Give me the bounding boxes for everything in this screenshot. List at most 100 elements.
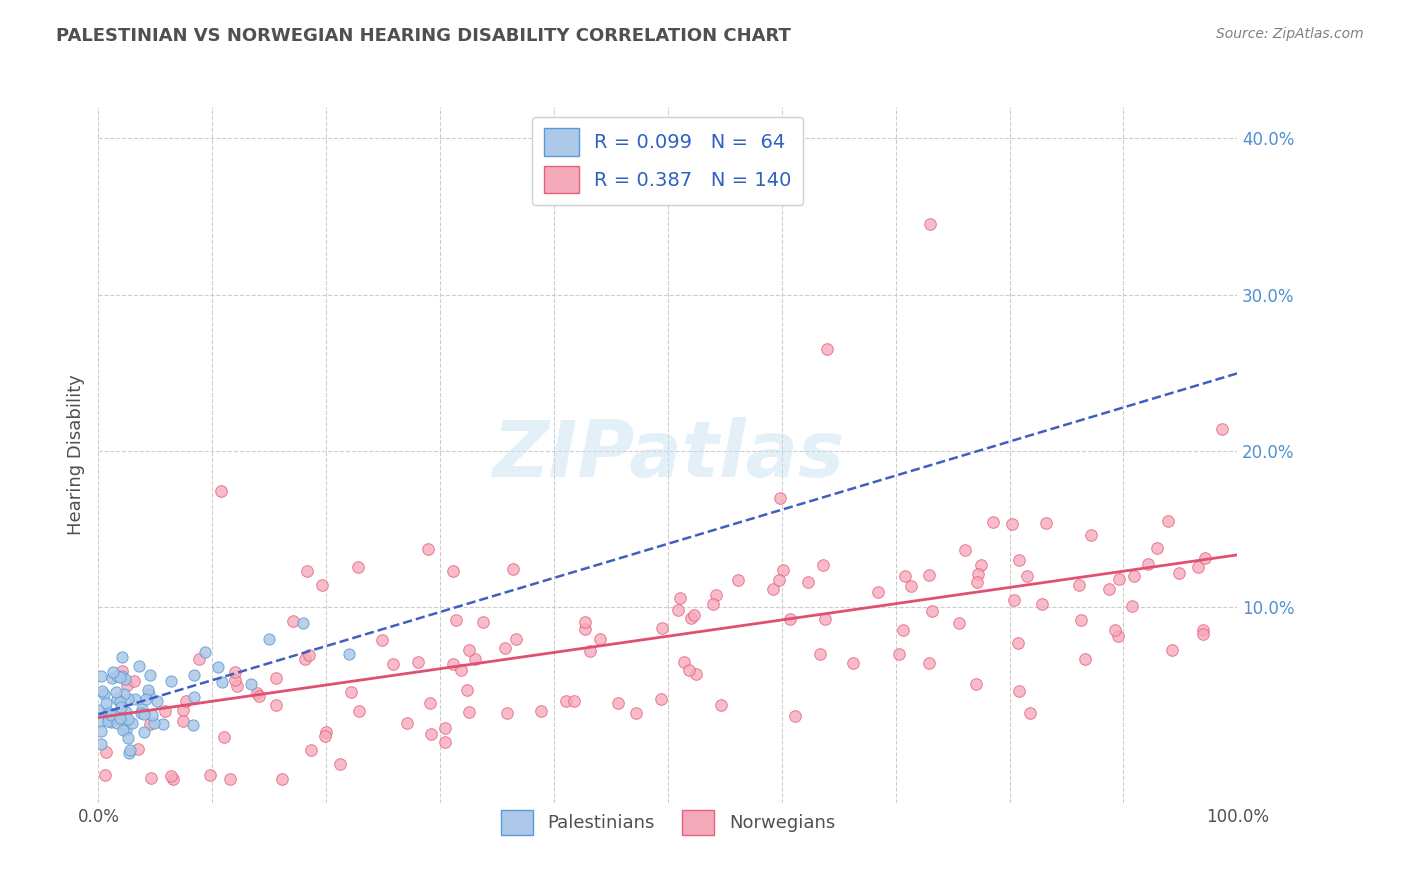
Point [209,483,232,498]
Point [100,715,122,730]
Point [108,695,131,709]
Point [887,647,910,661]
Point [122,674,145,689]
Point [1104,624,1126,638]
Point [669,591,692,606]
Point [129,706,152,720]
Point [651,621,673,635]
Point [1070,613,1092,627]
Point [966,575,988,590]
Point [311,578,333,592]
Point [97,705,120,719]
Text: Source: ZipAtlas.com: Source: ZipAtlas.com [1216,27,1364,41]
Point [1019,706,1042,720]
Point [224,673,246,688]
Point [340,685,363,699]
Point [281,615,304,629]
Point [441,564,464,578]
Point [1194,550,1216,565]
Point [90,669,112,683]
Point [1035,516,1057,530]
Point [97,711,120,725]
Point [433,721,456,735]
Point [107,712,129,726]
Point [579,643,602,657]
Point [117,713,139,727]
Point [105,669,128,683]
Point [650,691,672,706]
Point [264,671,287,685]
Point [108,711,131,725]
Point [117,678,139,692]
Point [464,651,486,665]
Point [117,692,139,706]
Point [589,632,612,646]
Point [135,692,157,706]
Point [181,717,204,731]
Point [1121,599,1143,614]
Point [121,716,143,731]
Point [329,756,352,771]
Point [456,682,478,697]
Point [420,727,443,741]
Point [105,715,128,730]
Point [762,582,785,596]
Point [797,575,820,590]
Point [104,684,127,698]
Point [502,562,524,576]
Point [111,664,134,678]
Point [1108,572,1130,586]
Point [446,613,468,627]
Point [702,597,724,611]
Point [298,648,321,662]
Point [408,655,430,669]
Point [246,686,269,700]
Point [188,652,211,666]
Point [494,640,516,655]
Point [172,714,194,728]
Point [505,632,527,647]
Point [624,706,647,720]
Point [921,603,943,617]
Point [224,665,246,680]
Point [90,724,112,739]
Point [866,585,889,599]
Point [294,652,316,666]
Point [127,742,149,756]
Point [89,714,111,729]
Point [815,343,838,357]
Point [337,647,360,661]
Point [382,657,405,672]
Point [981,515,1004,529]
Point [136,683,159,698]
Point [918,656,941,670]
Point [678,663,700,677]
Point [112,716,135,731]
Point [160,673,183,688]
Point [172,703,194,717]
Point [91,684,114,698]
Point [918,217,941,231]
Point [264,698,287,713]
Point [194,645,217,659]
Point [259,632,281,646]
Point [1161,642,1184,657]
Point [457,643,479,657]
Point [153,704,176,718]
Point [212,730,235,744]
Point [1168,566,1191,581]
Point [1192,623,1215,637]
Point [706,588,728,602]
Point [842,656,865,670]
Point [207,659,229,673]
Point [495,706,517,720]
Point [396,716,419,731]
Point [779,612,801,626]
Point [315,724,337,739]
Point [666,602,689,616]
Point [297,564,319,578]
Point [101,671,124,685]
Point [811,558,834,573]
Legend: Palestinians, Norwegians: Palestinians, Norwegians [494,803,842,842]
Point [418,542,440,557]
